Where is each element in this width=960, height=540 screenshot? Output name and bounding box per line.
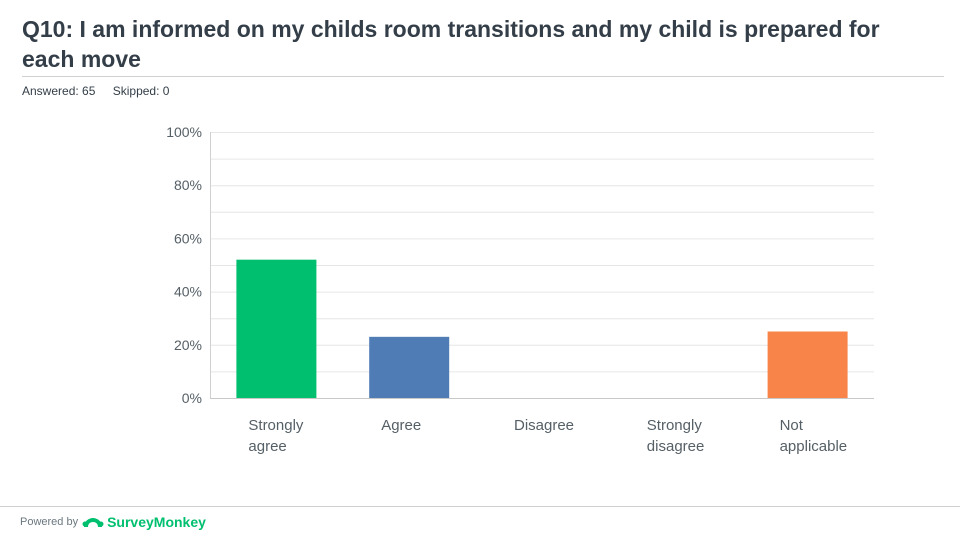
- footer: Powered by SurveyMonkey: [20, 514, 206, 530]
- powered-by-text: Powered by: [20, 516, 79, 528]
- bars: [236, 259, 848, 398]
- x-tick-label: Agree: [381, 417, 421, 434]
- surveymonkey-logo[interactable]: SurveyMonkey: [82, 514, 206, 530]
- x-tick-label: Not applicable: [780, 417, 848, 455]
- y-tick-label: 80%: [174, 177, 202, 193]
- x-tick-label: Strongly agree: [248, 417, 304, 455]
- skipped-count: Skipped: 0: [112, 84, 170, 98]
- y-tick-label: 20%: [174, 337, 202, 353]
- bar: [369, 336, 450, 398]
- footer-divider: [0, 506, 960, 507]
- title-divider: [22, 76, 944, 77]
- x-tick-label: Disagree: [514, 417, 574, 434]
- surveymonkey-icon: [82, 518, 104, 527]
- answered-count: Answered: 65: [22, 84, 96, 98]
- question-title: Q10: I am informed on my childs room tra…: [22, 16, 880, 72]
- y-tick-label: 100%: [166, 124, 202, 140]
- x-tick-labels: Strongly agree Agree Disagree Strongly disagr…: [248, 417, 847, 455]
- y-tick-labels: 0% 20% 40% 60% 80% 100%: [166, 124, 202, 406]
- y-tick-label: 0%: [182, 390, 202, 406]
- axes: [210, 132, 874, 399]
- bar: [767, 331, 848, 398]
- bar: [236, 259, 317, 398]
- y-tick-label: 60%: [174, 230, 202, 246]
- response-stats: Answered: 65 Skipped: 0: [22, 84, 183, 98]
- y-tick-label: 40%: [174, 284, 202, 300]
- x-tick-label: Strongly disagree: [647, 417, 705, 455]
- brand-name: SurveyMonkey: [107, 514, 206, 530]
- bar-chart: 0% 20% 40% 60% 80% 100% Strongly agree Agree Dis…: [166, 124, 874, 455]
- grid-lines: [210, 132, 874, 373]
